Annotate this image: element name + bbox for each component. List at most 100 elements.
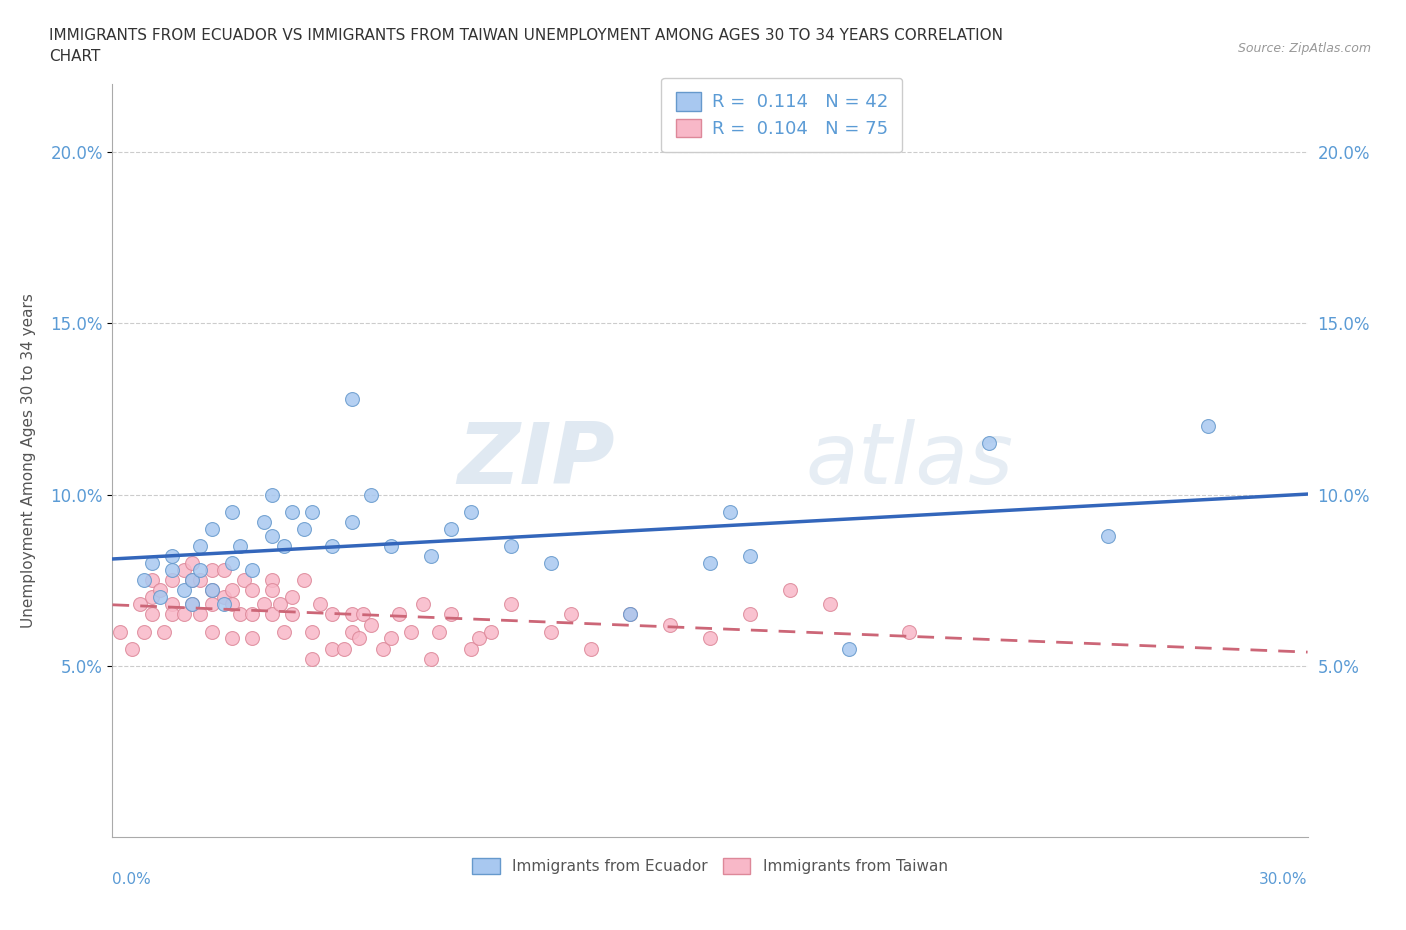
Text: Source: ZipAtlas.com: Source: ZipAtlas.com [1237,42,1371,55]
Point [380,538,402,553]
Point [332,642,354,657]
Point [260,583,283,598]
Point [499,597,522,612]
Point [141,573,163,588]
Point [162,563,183,578]
Point [253,514,276,529]
Point [121,642,143,657]
Point [388,607,411,622]
Point [153,624,176,639]
Point [181,597,204,612]
Point [420,549,443,564]
Point [308,597,330,612]
Point [1097,528,1119,543]
Point [301,504,323,519]
Point [898,624,921,639]
Point [221,504,243,519]
Point [738,549,761,564]
Point [240,583,263,598]
Point [440,607,463,622]
Point [340,607,363,622]
Point [201,522,224,537]
Point [162,607,183,622]
Point [360,618,382,632]
Point [1197,418,1219,433]
Text: IMMIGRANTS FROM ECUADOR VS IMMIGRANTS FROM TAIWAN UNEMPLOYMENT AMONG AGES 30 TO : IMMIGRANTS FROM ECUADOR VS IMMIGRANTS FR… [49,28,1004,64]
Point [188,573,211,588]
Point [540,555,562,570]
Point [201,624,224,639]
Point [221,555,243,570]
Point [181,597,204,612]
Point [818,597,841,612]
Point [420,652,443,667]
Point [269,597,291,612]
Point [201,583,224,598]
Point [173,607,195,622]
Point [579,642,602,657]
Point [281,504,304,519]
Point [149,590,172,604]
Point [779,583,801,598]
Point [221,597,243,612]
Point [188,607,211,622]
Point [321,538,343,553]
Point [162,549,183,564]
Point [292,522,315,537]
Point [134,624,156,639]
Point [427,624,450,639]
Text: 30.0%: 30.0% [1260,871,1308,886]
Point [273,624,295,639]
Point [141,555,163,570]
Point [659,618,682,632]
Point [141,607,163,622]
Point [479,624,502,639]
Point [401,624,423,639]
Point [181,573,204,588]
Point [977,436,1000,451]
Point [188,563,211,578]
Point [229,538,252,553]
Text: ZIP: ZIP [457,418,614,502]
Point [240,631,263,645]
Point [212,563,235,578]
Point [212,590,235,604]
Point [212,597,235,612]
Point [110,624,132,639]
Point [460,504,482,519]
Point [718,504,741,519]
Point [838,642,860,657]
Point [260,487,283,502]
Point [260,528,283,543]
Point [468,631,491,645]
Point [619,607,641,622]
Point [240,607,263,622]
Point [301,624,323,639]
Point [240,563,263,578]
Text: 0.0%: 0.0% [112,871,152,886]
Point [380,631,402,645]
Point [321,642,343,657]
Point [440,522,463,537]
Point [301,652,323,667]
Point [260,607,283,622]
Point [321,607,343,622]
Point [699,555,721,570]
Point [619,607,641,622]
Point [699,631,721,645]
Point [499,538,522,553]
Point [353,607,375,622]
Point [273,538,295,553]
Point [233,573,256,588]
Point [340,624,363,639]
Point [260,573,283,588]
Point [340,392,363,406]
Point [201,583,224,598]
Point [412,597,434,612]
Point [460,642,482,657]
Point [373,642,395,657]
Point [229,607,252,622]
Point [349,631,371,645]
Point [292,573,315,588]
Point [162,597,183,612]
